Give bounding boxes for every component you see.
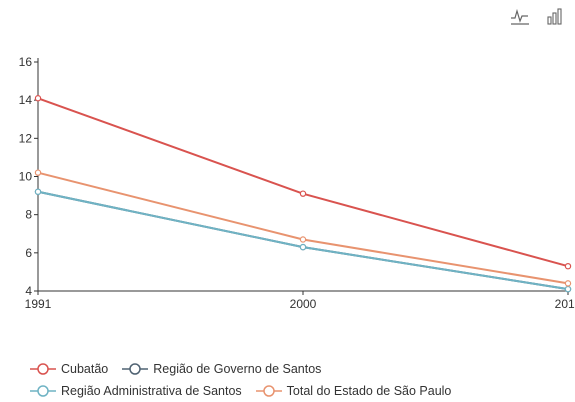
legend-swatch-icon [255, 385, 282, 397]
chart-data-points [34, 95, 572, 293]
legend-swatch-icon [30, 385, 56, 397]
x-tick-label: 2000 [290, 297, 317, 311]
legend-item[interactable]: Total do Estado de São Paulo [255, 384, 452, 398]
legend-label: Região de Governo de Santos [153, 362, 322, 376]
series-line[interactable] [37, 171, 569, 285]
data-point[interactable] [564, 280, 572, 287]
y-tick-label: 10 [19, 170, 33, 184]
y-tick-label: 16 [19, 55, 33, 69]
legend-label: Total do Estado de São Paulo [286, 384, 452, 398]
legend-swatch-icon [122, 363, 149, 375]
legend-item[interactable]: Região Administrativa de Santos [30, 384, 242, 398]
bar-chart-icon[interactable] [545, 6, 567, 26]
chart-axes: 4 6 8 10 12 14 16 1991 2000 2010 [19, 55, 575, 311]
y-tick-label: 12 [19, 131, 33, 145]
line-chart: 4 6 8 10 12 14 16 1991 2000 2010 [19, 55, 575, 311]
y-tick-label: 8 [25, 208, 32, 222]
legend-row: Região Administrativa de Santos Total do … [30, 380, 570, 402]
data-point[interactable] [564, 285, 572, 293]
data-point[interactable] [299, 243, 307, 251]
legend-swatch-icon [30, 363, 56, 375]
y-tick-label: 6 [25, 246, 32, 260]
legend-item[interactable]: Cubatão [30, 362, 108, 376]
chart-toolbar [509, 6, 567, 26]
data-point[interactable] [299, 236, 307, 243]
legend-label: Região Administrativa de Santos [61, 384, 242, 398]
data-point[interactable] [34, 169, 42, 176]
legend-item[interactable]: Região de Governo de Santos [122, 362, 321, 376]
chart-legend: Cubatão Região de Governo de Santos Regiã… [30, 358, 570, 402]
x-tick-label: 2010 [555, 297, 575, 311]
legend-row: Cubatão Região de Governo de Santos [30, 358, 570, 380]
data-point[interactable] [34, 188, 42, 195]
data-point[interactable] [34, 95, 42, 102]
y-tick-label: 14 [19, 93, 33, 107]
legend-label: Cubatão [61, 362, 109, 376]
y-tick-label: 4 [25, 284, 32, 298]
data-point[interactable] [299, 190, 307, 197]
x-tick-label: 1991 [25, 297, 52, 311]
line-chart-icon[interactable] [509, 6, 531, 26]
data-point[interactable] [564, 262, 572, 270]
